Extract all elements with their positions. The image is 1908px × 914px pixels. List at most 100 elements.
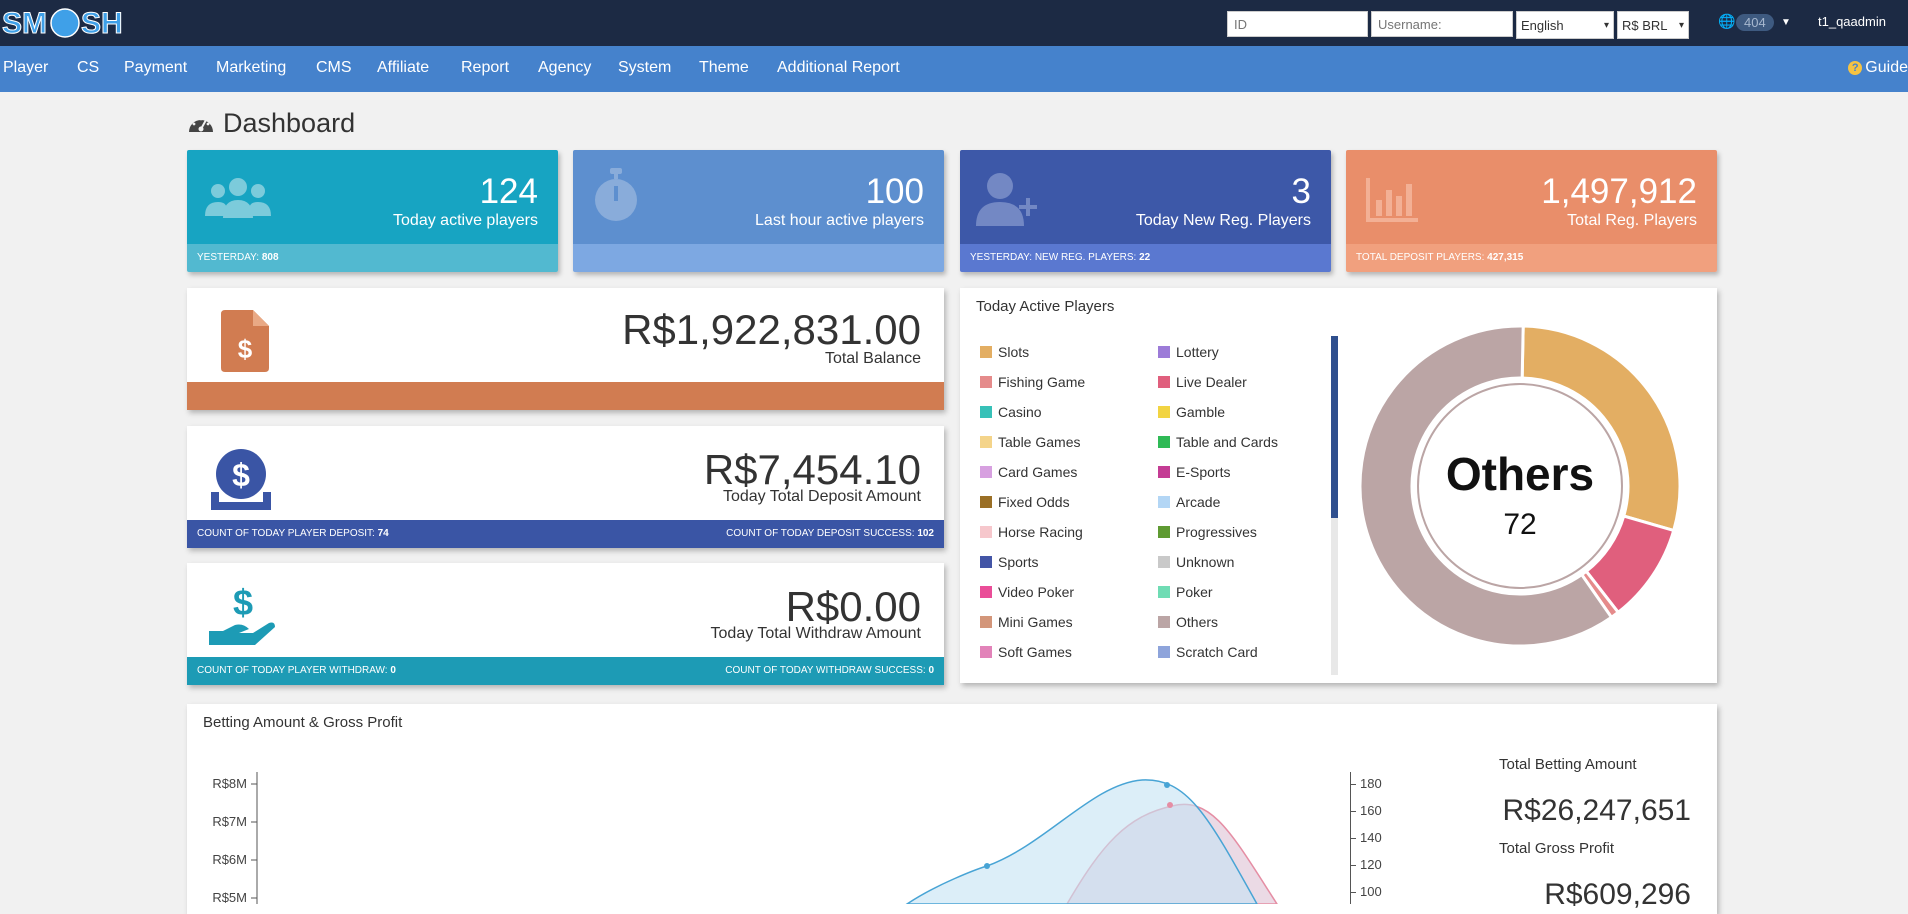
nav-item-report[interactable]: Report xyxy=(461,59,510,76)
active-players-donut: Others 72 xyxy=(1358,324,1682,648)
legend-item[interactable]: Gamble xyxy=(1158,404,1225,420)
withdraw-player-count: COUNT OF TODAY PLAYER WITHDRAW: 0 xyxy=(197,665,396,676)
nav-item-agency[interactable]: Agency xyxy=(538,59,592,76)
svg-text:$: $ xyxy=(232,457,250,493)
svg-text:$: $ xyxy=(238,334,253,364)
chevron-down-icon: ▾ xyxy=(1678,19,1684,31)
legend-label: Table Games xyxy=(998,434,1081,450)
id-input[interactable] xyxy=(1227,11,1368,37)
legend-item[interactable]: Others xyxy=(1158,614,1218,630)
legend-label: Gamble xyxy=(1176,404,1226,420)
hand-dollar-icon: $ xyxy=(209,585,275,645)
balance-label: Total Balance xyxy=(824,350,921,367)
right-tick-label: 160 xyxy=(1360,803,1382,818)
betting-point xyxy=(984,863,990,869)
nav-item-cms[interactable]: CMS xyxy=(316,59,352,76)
dashboard-gauge-icon xyxy=(189,117,213,132)
legend-item[interactable]: E-Sports xyxy=(1158,464,1230,480)
nav-item-additional-report[interactable]: Additional Report xyxy=(777,59,900,76)
legend-item[interactable]: Table Games xyxy=(980,434,1080,450)
legend-item[interactable]: Slots xyxy=(980,344,1029,360)
users-icon xyxy=(205,178,271,218)
axis-tick xyxy=(1350,865,1356,866)
profit-point xyxy=(1167,802,1173,808)
legend-swatch xyxy=(980,586,992,598)
donut-center-value: 72 xyxy=(1503,508,1536,541)
globe-icon[interactable]: 🌐 xyxy=(1718,13,1736,29)
nav-item-theme[interactable]: Theme xyxy=(699,59,749,76)
stat-card-total-reg: 1,497,912 Total Reg. Players TOTAL DEPOS… xyxy=(1346,150,1717,272)
guide-label: Guide xyxy=(1865,59,1908,76)
bar-chart-icon xyxy=(1366,178,1418,222)
deposit-success-count: COUNT OF TODAY DEPOSIT SUCCESS: 102 xyxy=(726,528,934,539)
legend-item[interactable]: Sports xyxy=(980,554,1038,570)
legend-item[interactable]: Horse Racing xyxy=(980,524,1083,540)
stat-footer: TOTAL DEPOSIT PLAYERS: 427,315 xyxy=(1346,244,1717,272)
currency-select[interactable]: R$ BRL ▾ xyxy=(1617,11,1689,39)
legend-label: Arcade xyxy=(1176,494,1221,510)
username-input[interactable] xyxy=(1371,11,1513,37)
user-menu[interactable]: t1_qaadmin xyxy=(1818,14,1886,29)
legend-item[interactable]: Progressives xyxy=(1158,524,1257,540)
nav-item-player[interactable]: Player xyxy=(3,59,49,76)
donut-slice[interactable] xyxy=(1520,324,1682,533)
legend-item[interactable]: Lottery xyxy=(1158,344,1219,360)
donut-slice[interactable] xyxy=(1358,324,1614,648)
legend-label: Horse Racing xyxy=(998,524,1083,540)
stopwatch-icon xyxy=(595,168,637,221)
brand-logo[interactable]: SM SH xyxy=(2,3,132,43)
user-plus-icon xyxy=(976,173,1037,226)
stat-footer-value: 808 xyxy=(261,252,279,263)
coin-deposit-icon: $ xyxy=(211,449,271,510)
axis-tick xyxy=(1350,838,1356,839)
legend-scrollbar[interactable] xyxy=(1331,336,1338,675)
legend-item[interactable]: Unknown xyxy=(1158,554,1234,570)
total-profit-label: Total Gross Profit xyxy=(1499,840,1615,857)
legend-item[interactable]: Card Games xyxy=(980,464,1077,480)
stat-label: Total Reg. Players xyxy=(1567,212,1697,229)
left-tick-label: R$6M xyxy=(212,852,247,867)
legend-item[interactable]: Table and Cards xyxy=(1158,434,1278,450)
caret-down-icon[interactable]: ▼ xyxy=(1781,17,1791,28)
legend-scrollbar-thumb[interactable] xyxy=(1331,336,1338,518)
stat-card-top: 1,497,912 Total Reg. Players xyxy=(1346,150,1717,244)
stat-footer xyxy=(573,244,944,272)
page-title-text: Dashboard xyxy=(223,108,356,138)
balance-footer xyxy=(187,382,944,410)
legend-item[interactable]: Live Dealer xyxy=(1158,374,1247,390)
nav-item-payment[interactable]: Payment xyxy=(124,59,188,76)
legend-label: Poker xyxy=(1176,584,1213,600)
legend-swatch xyxy=(1158,496,1170,508)
guide-link[interactable]: ? Guide xyxy=(1848,59,1908,77)
legend-item[interactable]: Scratch Card xyxy=(1158,644,1258,660)
legend-item[interactable]: Fixed Odds xyxy=(980,494,1070,510)
legend-item[interactable]: Soft Games xyxy=(980,644,1072,660)
stat-label: Last hour active players xyxy=(755,212,924,229)
legend-swatch xyxy=(980,346,992,358)
stat-card-top: 100 Last hour active players xyxy=(573,150,944,244)
legend-item[interactable]: Mini Games xyxy=(980,614,1073,630)
stat-footer: YESTERDAY: NEW REG. PLAYERS: 22 xyxy=(960,244,1331,272)
withdraw-card: $ R$0.00 Today Total Withdraw Amount COU… xyxy=(187,563,944,685)
stat-footer-label: TOTAL DEPOSIT PLAYERS: xyxy=(1356,252,1485,263)
legend-item[interactable]: Video Poker xyxy=(980,584,1074,600)
legend-item[interactable]: Fishing Game xyxy=(980,374,1085,390)
legend-swatch xyxy=(1158,616,1170,628)
nav-item-system[interactable]: System xyxy=(618,59,672,76)
language-value: English xyxy=(1521,17,1564,33)
language-select[interactable]: English ▾ xyxy=(1516,11,1614,39)
nav-item-affiliate[interactable]: Affiliate xyxy=(377,59,430,76)
nav-item-marketing[interactable]: Marketing xyxy=(216,59,287,76)
legend-label: Table and Cards xyxy=(1176,434,1278,450)
legend-label: Slots xyxy=(998,344,1030,360)
right-tick-label: 140 xyxy=(1360,830,1382,845)
legend-item[interactable]: Casino xyxy=(980,404,1042,420)
legend-item[interactable]: Arcade xyxy=(1158,494,1220,510)
legend-swatch xyxy=(980,376,992,388)
legend-item[interactable]: Poker xyxy=(1158,584,1213,600)
notification-badge[interactable]: 404 xyxy=(1736,14,1774,31)
betting-point xyxy=(1164,782,1170,788)
nav-item-cs[interactable]: CS xyxy=(77,59,100,76)
invoice-dollar-icon: $ xyxy=(221,310,269,372)
betting-card: Betting Amount & Gross Profit R$8M R$7M R$… xyxy=(187,704,1717,914)
